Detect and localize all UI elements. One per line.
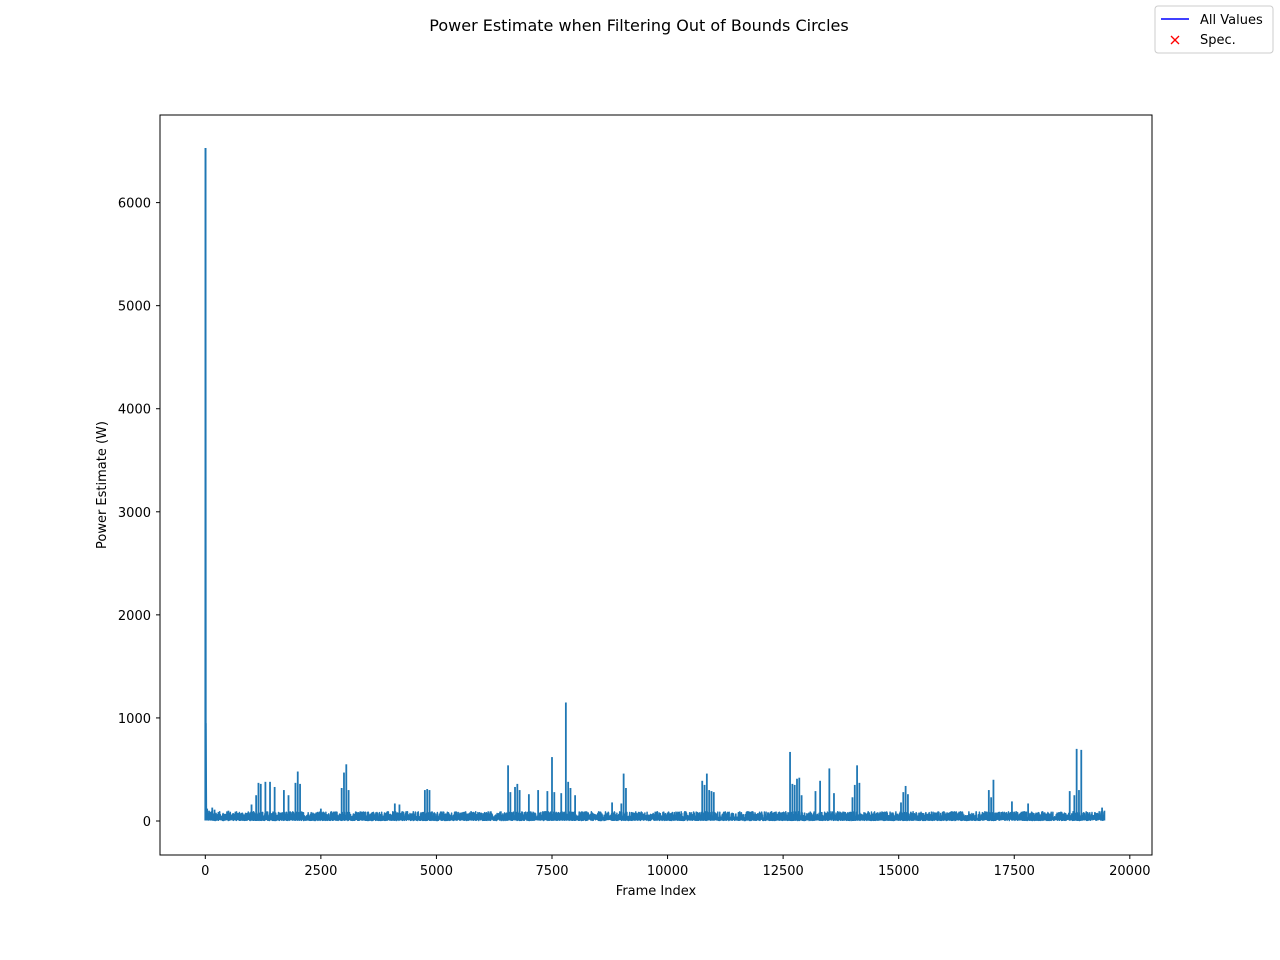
y-tick-label: 6000 [118, 197, 151, 212]
y-tick-label: 0 [143, 815, 151, 830]
x-tick-label: 15000 [878, 864, 919, 879]
series-line-noise [205, 810, 1105, 822]
legend-x-marker [1170, 35, 1180, 45]
x-tick-label: 10000 [647, 864, 688, 879]
y-axis-label: Power Estimate (W) [95, 421, 110, 549]
y-tick-label: 5000 [118, 300, 151, 315]
x-tick-label: 0 [201, 864, 209, 879]
x-tick-label: 7500 [535, 864, 568, 879]
legend-label-all-values: All Values [1200, 13, 1263, 28]
legend-label-spec: Spec. [1200, 33, 1236, 48]
y-tick-label: 3000 [118, 506, 151, 521]
x-tick-label: 17500 [994, 864, 1035, 879]
x-tick-label: 12500 [762, 864, 803, 879]
y-axis: 0 1000 2000 3000 4000 5000 6000 [118, 197, 160, 830]
x-tick-label: 5000 [420, 864, 453, 879]
legend: All Values Spec. [1154, 5, 1274, 54]
y-tick-label: 2000 [118, 609, 151, 624]
x-tick-label: 2500 [304, 864, 337, 879]
axes-frame [159, 114, 1153, 856]
chart-title: Power Estimate when Filtering Out of Bou… [429, 16, 848, 35]
plot-area [204, 147, 1106, 822]
y-tick-label: 4000 [118, 403, 151, 418]
x-axis: 0 2500 5000 7500 10000 12500 15000 17500 20000 [201, 855, 1150, 879]
y-tick-label: 1000 [118, 712, 151, 727]
legend-box [1154, 5, 1274, 54]
x-axis-label: Frame Index [616, 884, 697, 899]
x-tick-label: 20000 [1109, 864, 1150, 879]
series-initial-spike [204, 147, 208, 806]
